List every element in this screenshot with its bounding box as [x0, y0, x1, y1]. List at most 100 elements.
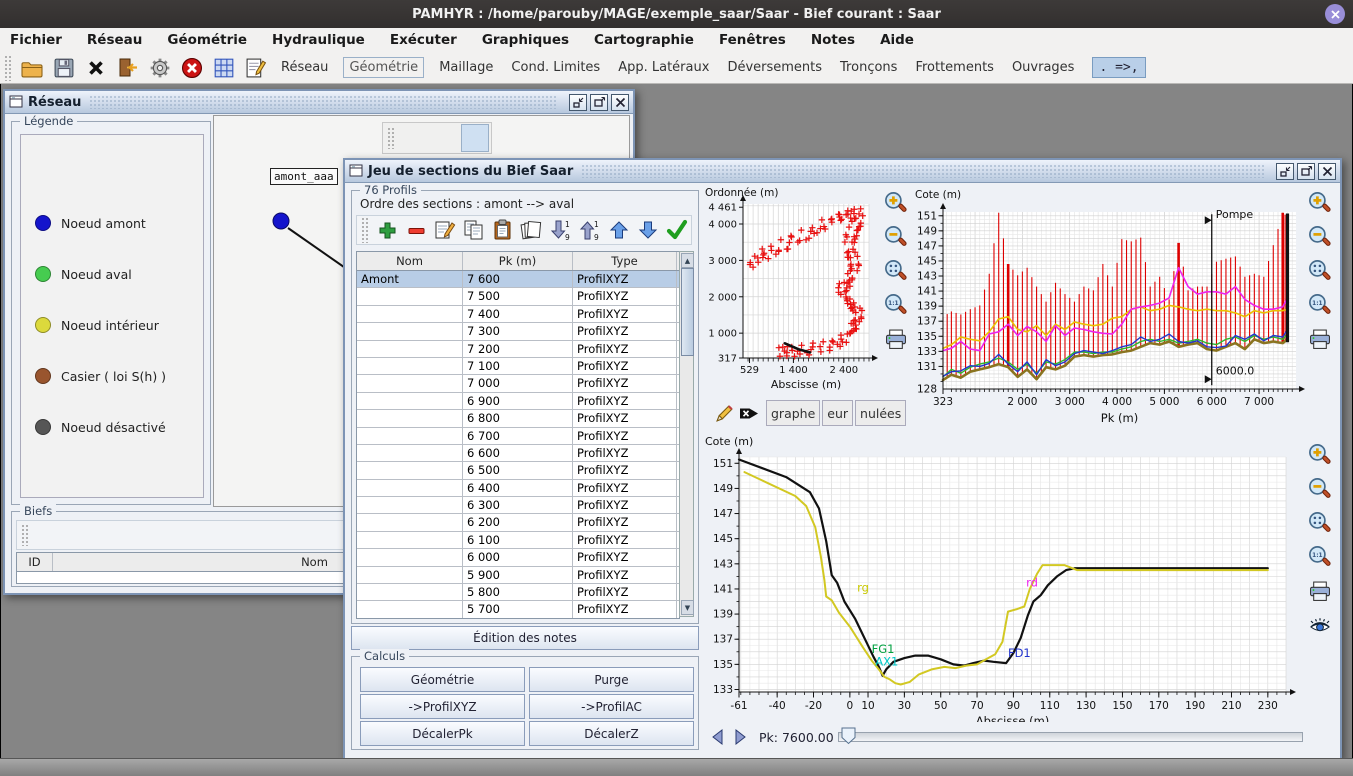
- delete-icon[interactable]: [83, 55, 109, 81]
- table-row[interactable]: Amont 7 600 ProfilXYZ: [357, 271, 679, 289]
- sort-descending-icon[interactable]: [35, 522, 61, 548]
- zoom-one-to-one-icon[interactable]: 1:1: [883, 292, 909, 318]
- menu-fenetres[interactable]: Fenêtres: [718, 32, 786, 48]
- toolbar-button-gomtrie[interactable]: Géométrie: [343, 57, 425, 78]
- zoom-fit-icon[interactable]: [1307, 510, 1333, 536]
- graph-tab-button[interactable]: graphe: [766, 400, 821, 426]
- app-titlebar[interactable]: PAMHYR : /home/parouby/MAGE/exemple_saar…: [0, 0, 1353, 28]
- profile-chart[interactable]: Cote (m) Pompe 6000.0 151 149 147 145 143 141 139…: [913, 186, 1305, 428]
- table-row[interactable]: 6 300 ProfilXYZ: [357, 497, 679, 515]
- menu-cartographie[interactable]: Cartographie: [594, 32, 694, 48]
- toolbar-button-applatraux[interactable]: App. Latéraux: [618, 60, 710, 75]
- paste-icon[interactable]: [490, 217, 515, 243]
- table-row[interactable]: 7 200 ProfilXYZ: [357, 340, 679, 358]
- table-row[interactable]: 5 900 ProfilXYZ: [357, 566, 679, 585]
- reseau-titlebar[interactable]: Réseau: [5, 91, 633, 114]
- column-header-type[interactable]: Type: [573, 252, 677, 270]
- validate-icon[interactable]: [664, 217, 689, 243]
- zoom-fit-icon[interactable]: [883, 258, 909, 284]
- sections-titlebar[interactable]: Jeu de sections du Bief Saar: [345, 160, 1340, 183]
- table-row[interactable]: 7 500 ProfilXYZ: [357, 288, 679, 306]
- zoom-one-to-one-icon[interactable]: 1:1: [1307, 544, 1333, 570]
- maximize-button[interactable]: [1297, 162, 1315, 180]
- minimize-button[interactable]: [569, 93, 587, 111]
- table-row[interactable]: 6 000 ProfilXYZ: [357, 549, 679, 567]
- table-row[interactable]: 6 200 ProfilXYZ: [357, 514, 679, 532]
- print-icon[interactable]: [1307, 326, 1333, 352]
- move-down-icon[interactable]: [95, 522, 121, 548]
- table-row[interactable]: 7 300 ProfilXYZ: [357, 323, 679, 341]
- edit-notes-button[interactable]: Édition des notes: [351, 626, 699, 650]
- edit-graph-icon[interactable]: [714, 400, 735, 426]
- menu-graphiques[interactable]: Graphiques: [481, 32, 570, 48]
- toolbar-handle[interactable]: [21, 524, 28, 546]
- menu-notes[interactable]: Notes: [810, 32, 856, 48]
- table-row[interactable]: 7 000 ProfilXYZ: [357, 375, 679, 393]
- next-section-button[interactable]: [729, 726, 751, 748]
- notes-edit-icon[interactable]: [243, 55, 269, 81]
- graph-tab-button[interactable]: eur: [822, 400, 854, 426]
- calc-button-profilxyz[interactable]: ->ProfilXYZ: [360, 694, 525, 719]
- menu-geometrie[interactable]: Géométrie: [167, 32, 248, 48]
- previous-section-button[interactable]: [707, 726, 729, 748]
- zoom-in-icon[interactable]: [1307, 442, 1333, 468]
- pk-slider-track[interactable]: [837, 727, 1303, 745]
- table-row[interactable]: 6 600 ProfilXYZ: [357, 444, 679, 463]
- toolbar-button-condlimites[interactable]: Cond. Limites: [511, 60, 601, 75]
- close-button[interactable]: [1318, 162, 1336, 180]
- menu-executer[interactable]: Exécuter: [389, 32, 457, 48]
- toolbar-button-maillage[interactable]: Maillage: [439, 60, 494, 75]
- toolbar-handle[interactable]: [361, 217, 368, 243]
- enable-bief-icon[interactable]: [125, 522, 151, 548]
- zoom-out-icon[interactable]: [883, 224, 909, 250]
- table-row[interactable]: 6 500 ProfilXYZ: [357, 462, 679, 480]
- column-header-pkm[interactable]: Pk (m): [463, 252, 573, 270]
- toolbar-button-tronons[interactable]: Tronçons: [840, 60, 898, 75]
- minimize-button[interactable]: [1276, 162, 1294, 180]
- add-profile-icon[interactable]: [375, 217, 400, 243]
- pk-slider-thumb[interactable]: [841, 727, 857, 745]
- menu-aide[interactable]: Aide: [880, 32, 914, 48]
- move-up-icon[interactable]: [606, 217, 631, 243]
- toolbar-button-rseau[interactable]: Réseau: [281, 60, 329, 75]
- graph-tab-button[interactable]: nulées: [855, 400, 907, 426]
- zoom-in-icon[interactable]: [1307, 190, 1333, 216]
- save-icon[interactable]: [51, 55, 77, 81]
- palette-icon[interactable]: [461, 124, 489, 152]
- visibility-eye-icon[interactable]: [1307, 612, 1333, 638]
- calc-button-profilac[interactable]: ->ProfilAC: [529, 694, 694, 719]
- scroll-up-arrow[interactable]: ▲: [681, 253, 694, 268]
- open-folder-icon[interactable]: [19, 55, 45, 81]
- zoom-fit-icon[interactable]: [1307, 258, 1333, 284]
- maximize-button[interactable]: [590, 93, 608, 111]
- clear-graph-icon[interactable]: [739, 400, 762, 426]
- biefs-column-header[interactable]: ID: [17, 553, 53, 571]
- toolbar-button-ouvrages[interactable]: Ouvrages: [1011, 60, 1075, 75]
- toolbar-handle[interactable]: [387, 127, 394, 149]
- menu-reseau[interactable]: Réseau: [86, 32, 143, 48]
- toolbar-handle[interactable]: [4, 54, 11, 81]
- move-down-icon[interactable]: [635, 217, 660, 243]
- profiles-table[interactable]: Nom Pk (m) Type Amont 7 600 ProfilXYZ 7 500 Pro…: [356, 251, 680, 619]
- table-row[interactable]: 6 400 ProfilXYZ: [357, 479, 679, 498]
- menu-fichier[interactable]: Fichier: [10, 32, 62, 48]
- table-scrollbar[interactable]: ▲ ▼: [679, 251, 694, 617]
- duplicate-icon[interactable]: [519, 217, 544, 243]
- toolbar-button-dversements[interactable]: Déversements: [727, 60, 823, 75]
- zoom-in-icon[interactable]: [883, 190, 909, 216]
- abort-icon[interactable]: [179, 55, 205, 81]
- table-row[interactable]: 6 100 ProfilXYZ: [357, 531, 679, 550]
- node-label[interactable]: amont_aaa: [270, 168, 338, 185]
- toolbar-button-frottements[interactable]: Frottements: [915, 60, 994, 75]
- table-row[interactable]: 7 100 ProfilXYZ: [357, 357, 679, 376]
- print-icon[interactable]: [883, 326, 909, 352]
- table-row[interactable]: 5 800 ProfilXYZ: [357, 584, 679, 602]
- calc-button-dcalerpk[interactable]: DécalerPk: [360, 721, 525, 746]
- calc-button-purge[interactable]: Purge: [529, 667, 694, 692]
- close-button[interactable]: [611, 93, 629, 111]
- toolbar-button-[interactable]: . =>,: [1092, 57, 1146, 78]
- import-door-icon[interactable]: [115, 55, 141, 81]
